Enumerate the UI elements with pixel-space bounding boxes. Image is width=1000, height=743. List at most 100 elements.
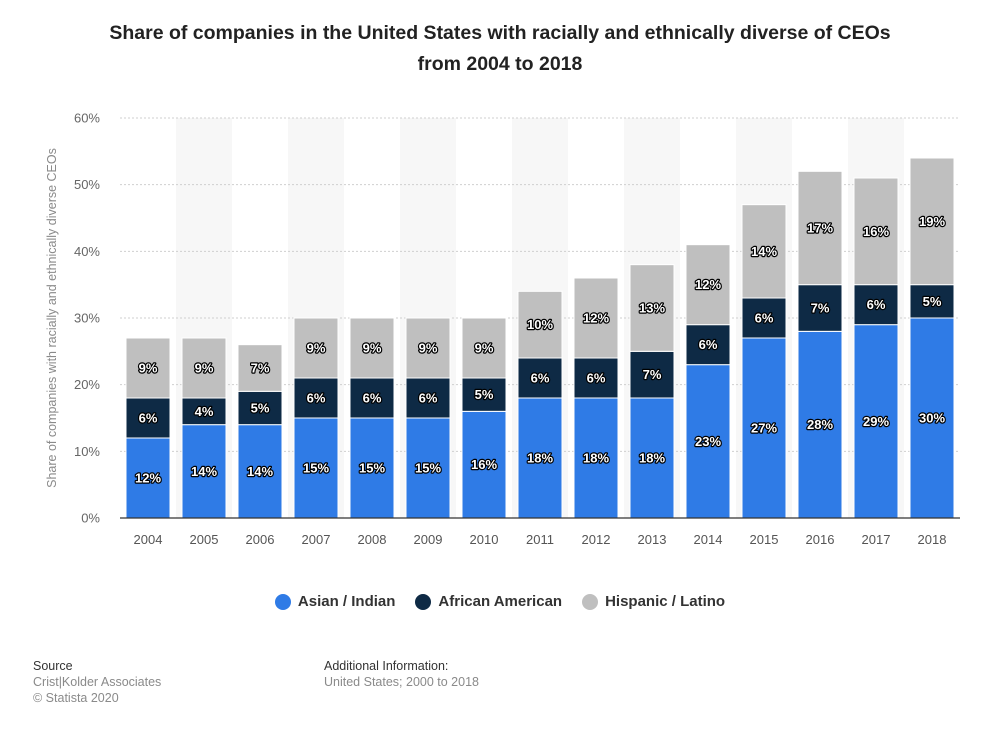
x-tick-label: 2007 <box>302 532 331 547</box>
legend-label-asian-indian: Asian / Indian <box>297 593 396 610</box>
bar-segment <box>125 337 171 399</box>
bar-segment <box>741 297 787 339</box>
x-tick-label: 2015 <box>750 532 779 547</box>
legend-marker-asian-indian <box>274 593 291 610</box>
x-tick-label: 2016 <box>806 532 835 547</box>
data-label: 18% <box>639 451 665 466</box>
x-tick-label: 2009 <box>414 532 443 547</box>
bar-segment <box>741 204 787 299</box>
data-label: 16% <box>863 224 889 239</box>
additional-info-label: Additional Information: <box>324 659 449 673</box>
data-label: 7% <box>811 301 830 316</box>
data-label: 19% <box>919 214 945 229</box>
data-label: 14% <box>247 464 273 479</box>
legend-marker-african-american <box>415 593 432 610</box>
y-tick-label: 0% <box>81 511 100 526</box>
bar-segment <box>853 177 899 286</box>
bar-segment <box>461 410 507 519</box>
x-tick-label: 2010 <box>470 532 499 547</box>
x-tick-label: 2012 <box>582 532 611 547</box>
bar-segment <box>461 317 507 379</box>
data-label: 28% <box>807 417 833 432</box>
data-label: 9% <box>307 341 326 356</box>
data-label: 6% <box>587 371 606 386</box>
bar-segment <box>237 390 283 426</box>
data-label: 27% <box>751 421 777 436</box>
source-block: Source Crist|Kolder Associates © Statist… <box>33 658 161 706</box>
data-label: 18% <box>583 451 609 466</box>
data-label: 5% <box>475 387 494 402</box>
data-label: 30% <box>919 411 945 426</box>
data-label: 5% <box>251 401 270 416</box>
data-label: 7% <box>251 361 270 376</box>
data-label: 12% <box>135 471 161 486</box>
x-tick-label: 2017 <box>862 532 891 547</box>
data-label: 14% <box>191 464 217 479</box>
data-label: 9% <box>139 361 158 376</box>
data-label: 23% <box>695 434 721 449</box>
bar-segment <box>797 284 843 332</box>
data-label: 9% <box>475 341 494 356</box>
source-label: Source <box>33 659 73 673</box>
data-label: 15% <box>415 461 441 476</box>
data-label: 4% <box>195 404 214 419</box>
bar-segment <box>629 264 675 352</box>
bar-segment <box>629 350 675 399</box>
data-label: 13% <box>639 301 665 316</box>
chart-title-line-1: Share of companies in the United States … <box>109 22 891 44</box>
data-label: 6% <box>139 411 158 426</box>
data-label: 6% <box>867 297 886 312</box>
bar-segment <box>853 324 899 519</box>
data-label: 10% <box>527 317 553 332</box>
bar-segment <box>517 397 563 519</box>
y-tick-label: 50% <box>74 177 100 192</box>
data-label: 12% <box>695 277 721 292</box>
source-name[interactable]: Crist|Kolder Associates <box>33 675 162 689</box>
data-label: 9% <box>363 341 382 356</box>
x-tick-label: 2013 <box>638 532 667 547</box>
bar-segment <box>405 317 451 379</box>
data-label: 5% <box>923 294 942 309</box>
legend-label-african-american: African American <box>438 593 563 610</box>
data-label: 6% <box>363 391 382 406</box>
bar-segment <box>293 317 339 379</box>
bar-segment <box>293 377 339 419</box>
data-label: 15% <box>303 461 329 476</box>
bar-segment <box>405 377 451 419</box>
legend-marker-hispanic-latino <box>582 593 599 610</box>
legend-item-asian-indian[interactable]: Asian / Indian <box>274 593 396 610</box>
y-tick-label: 40% <box>74 244 100 259</box>
bar-segment <box>909 317 955 519</box>
bar-segment <box>181 397 227 426</box>
legend-item-african-american[interactable]: African American <box>415 593 562 610</box>
data-label: 18% <box>527 451 553 466</box>
additional-info-text: United States; 2000 to 2018 <box>324 675 479 689</box>
bar-segment <box>181 337 227 399</box>
x-tick-label: 2006 <box>246 532 275 547</box>
bar-segment <box>237 344 283 392</box>
data-label: 14% <box>751 244 777 259</box>
y-axis-label: Share of companies with racially and eth… <box>45 148 59 488</box>
data-label: 6% <box>755 311 774 326</box>
y-tick-label: 30% <box>74 311 100 326</box>
source-copyright: © Statista 2020 <box>33 691 119 705</box>
data-label: 7% <box>643 367 662 382</box>
bar-segment <box>685 364 731 519</box>
stacked-bar-chart: 0% 10% 20% 30% 40% 50% 60% 12% 6% 9% 2004 14% 4% 9% 20… <box>74 111 960 547</box>
data-label: 15% <box>359 461 385 476</box>
data-label: 29% <box>863 414 889 429</box>
bar-segment <box>573 277 619 359</box>
bar-segment <box>853 284 899 326</box>
bar-segment <box>293 417 339 519</box>
x-tick-label: 2008 <box>358 532 387 547</box>
chart-title: Share of companies in the United States … <box>0 18 1000 80</box>
data-label: 12% <box>583 311 609 326</box>
legend: Asian / Indian African American Hispanic… <box>0 593 1000 610</box>
data-label: 6% <box>699 337 718 352</box>
chart-title-line-2: from 2004 to 2018 <box>417 53 583 75</box>
bar-segment <box>405 417 451 519</box>
data-label: 9% <box>419 341 438 356</box>
bar-segment <box>349 377 395 419</box>
legend-item-hispanic-latino[interactable]: Hispanic / Latino <box>582 593 725 610</box>
bar-segment <box>797 330 843 519</box>
